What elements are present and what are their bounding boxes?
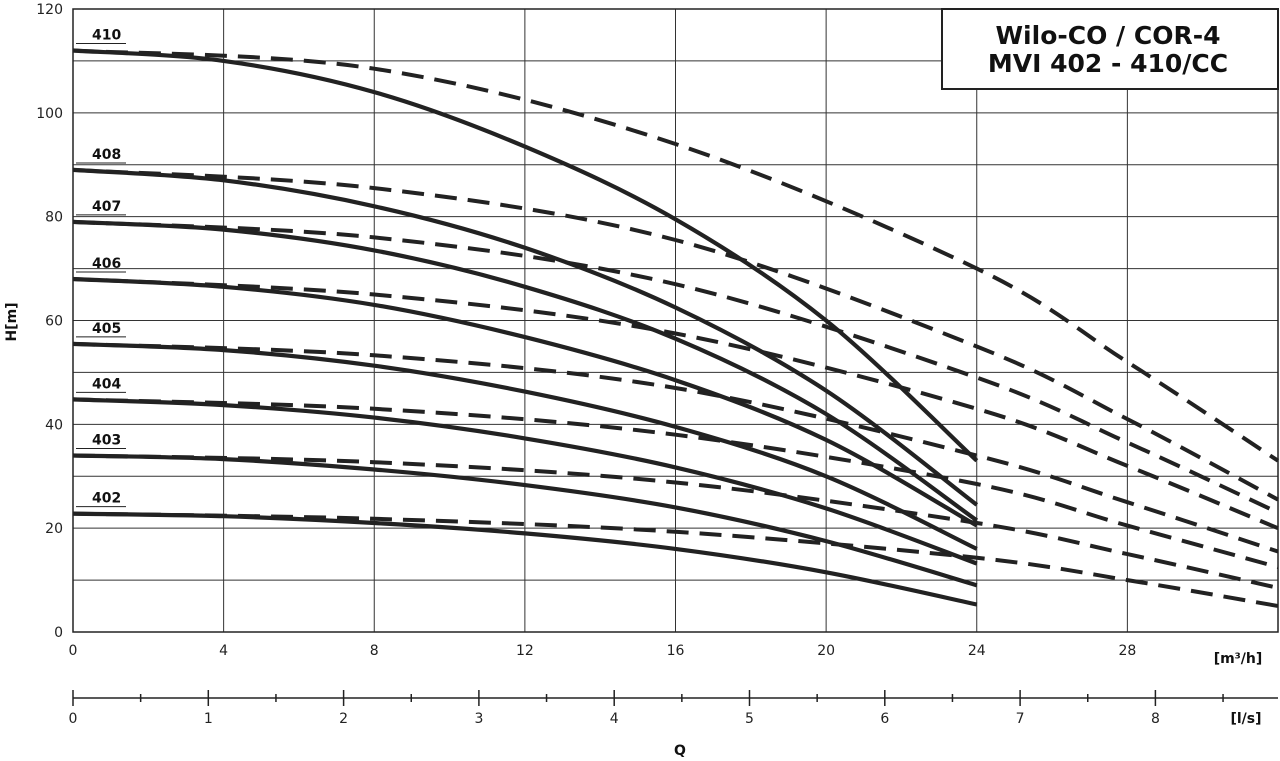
title-box: Wilo-CO / COR-4 MVI 402 - 410/CC [941,8,1279,90]
y-tick-label: 0 [54,625,63,641]
curve-label-405: 405 [92,321,121,337]
x-tick-label: 0 [69,643,78,659]
title-line-2: MVI 402 - 410/CC [988,49,1228,78]
y-tick-label: 120 [36,2,63,18]
y-tick-label: 60 [45,314,63,330]
x-tick-label: 20 [817,643,835,659]
x2-tick-label: 8 [1151,711,1160,727]
curve-solid-407 [72,219,979,523]
curve-label-406: 406 [92,256,121,272]
curve-dashed-402 [72,511,1279,608]
curves: 402 403 404 405 406 407 408 410 [72,28,1280,608]
curve-solid-404 [72,397,978,566]
curve-dashed-410 [72,48,1280,463]
curve-label-403: 403 [92,432,121,448]
x2-tick-label: 5 [745,711,754,727]
y-tick-label: 20 [45,521,63,537]
x2-tick-label: 0 [69,711,78,727]
curve-label-404: 404 [92,376,121,392]
x-tick-label: 12 [516,643,534,659]
x2-tick-label: 6 [880,711,889,727]
curve-label-410: 410 [92,28,121,44]
x2-tick-label: 3 [474,711,483,727]
grid [72,8,1279,633]
curve-solid-402 [72,511,978,607]
x2-tick-label: 4 [610,711,619,727]
curve-solid-408 [72,167,979,507]
x2-unit-ls: [l/s] [1230,711,1261,727]
curve-dashed-405 [72,341,1279,554]
curve-dashed-408 [72,167,1279,502]
x2-tick-label: 7 [1016,711,1025,727]
curve-label-402: 402 [92,491,121,507]
x-tick-label: 8 [370,643,379,659]
x-tick-label: 28 [1118,643,1136,659]
y-tick-label: 40 [45,417,63,433]
x2-tick-label: 1 [204,711,213,727]
x-tick-label: 24 [968,643,986,659]
curve-solid-405 [72,341,978,551]
y-tick-label: 100 [36,106,63,122]
curve-dashed-403 [72,453,1279,590]
x-unit-m3h: [m³/h] [1214,651,1263,667]
curve-dashed-407 [72,219,1279,515]
curve-dashed-406 [72,277,1279,531]
x2-tick-label: 2 [339,711,348,727]
x-tick-label: 4 [219,643,228,659]
y-axis-label: H[m] [4,302,20,341]
curve-solid-410 [72,48,979,463]
curve-label-407: 407 [92,199,121,215]
curve-solid-406 [72,276,978,528]
y-tick-label: 80 [45,210,63,226]
curve-label-408: 408 [92,147,121,163]
curve-solid-403 [72,453,978,588]
plot-frame [72,8,1279,633]
x-axis-label: Q [674,743,686,759]
curve-dashed-404 [72,397,1279,570]
x-tick-label: 16 [667,643,685,659]
title-line-1: Wilo-CO / COR-4 [995,21,1220,50]
